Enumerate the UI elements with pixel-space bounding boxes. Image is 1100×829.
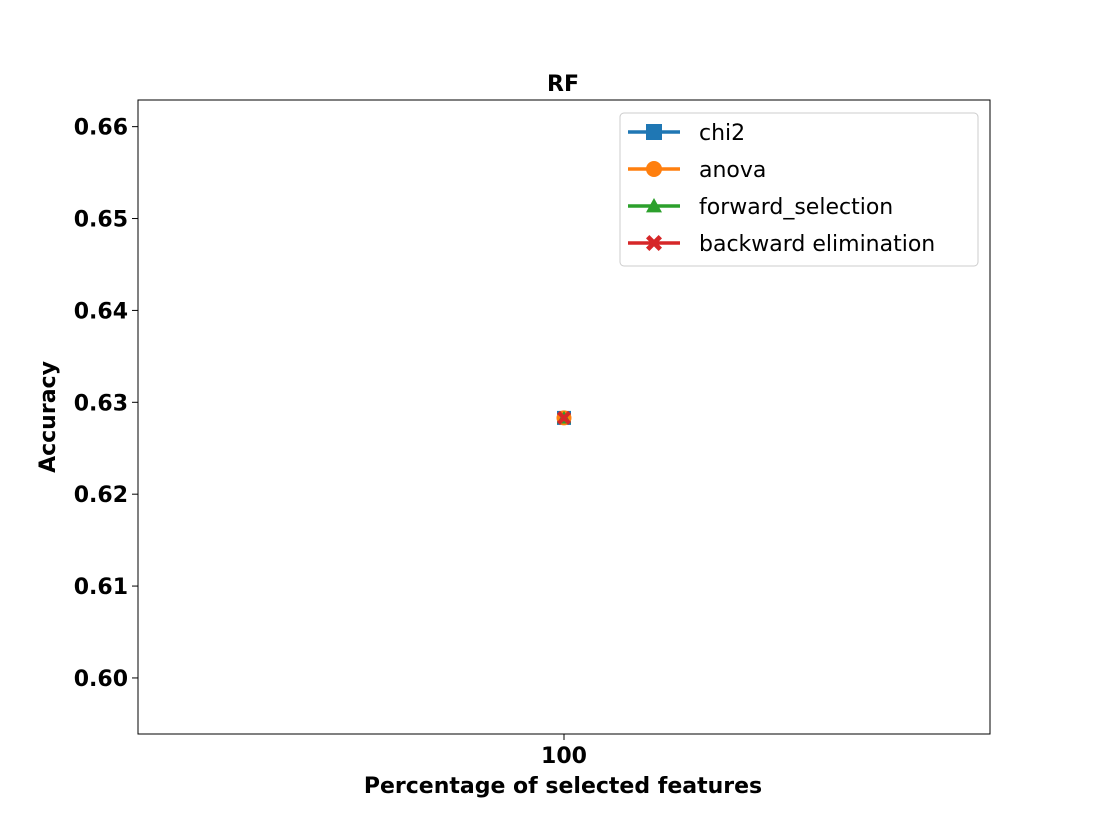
y-axis-label: Accuracy: [36, 361, 61, 473]
y-tick-label: 0.65: [74, 208, 128, 233]
legend-box: [619, 112, 979, 267]
legend-marker: [646, 235, 662, 251]
legend-marker: [646, 198, 662, 213]
legend-label: backward elimination: [699, 232, 935, 257]
legend: chi2 anova forward_selection backward elimi…: [619, 112, 979, 267]
y-tick-label: 0.64: [74, 299, 128, 324]
y-tick-label: 0.61: [74, 575, 128, 600]
plot-area: 0.60 0.61 0.62 0.63 0.64 0.65 0.66 100: [74, 99, 991, 769]
data-point-backward-elimination: [557, 410, 571, 425]
x-tick-label: 100: [541, 744, 587, 769]
legend-label: anova: [699, 158, 766, 183]
legend-marker: [646, 161, 662, 177]
chart-title: RF: [547, 72, 579, 97]
x-axis-label: Percentage of selected features: [364, 774, 762, 799]
legend-label: chi2: [699, 121, 745, 146]
legend-label: forward_selection: [699, 195, 893, 220]
y-tick-label: 0.66: [74, 116, 128, 141]
y-tick-label: 0.62: [74, 483, 128, 508]
legend-marker: [646, 124, 662, 140]
y-tick-label: 0.63: [74, 391, 128, 416]
y-tick-label: 0.60: [74, 667, 128, 692]
